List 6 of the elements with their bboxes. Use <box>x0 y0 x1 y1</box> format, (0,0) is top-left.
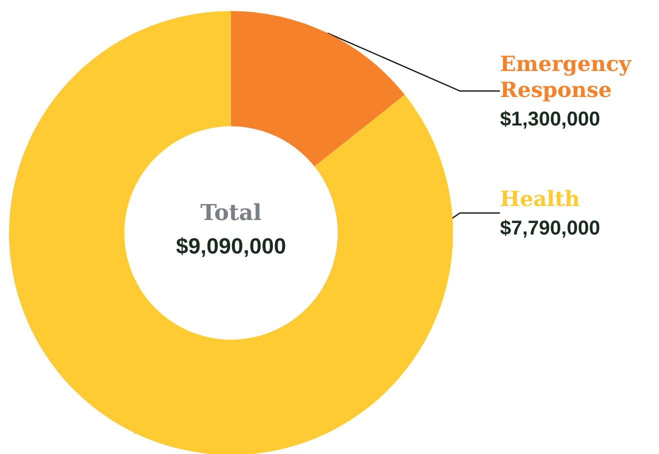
text: Total <box>200 200 262 226</box>
data-label: $7,790,000 <box>500 217 600 240</box>
slice-label: Emergency Response <box>500 50 632 102</box>
text: $9,090,000 <box>176 234 286 258</box>
slice-label: Health <box>500 186 580 211</box>
data-label: $1,300,000 <box>500 108 600 130</box>
